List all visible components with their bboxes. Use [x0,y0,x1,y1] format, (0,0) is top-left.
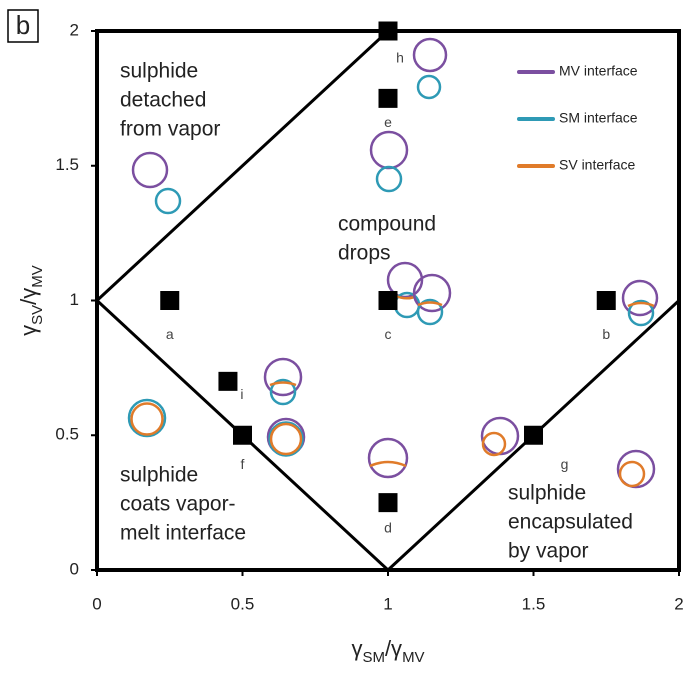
x-axis-label-part: MV [402,649,425,666]
x-tick-label: 2 [674,594,683,613]
y-axis-label-part: SV [29,305,46,325]
panel-box [7,9,39,43]
region-label: detached [120,89,206,112]
point [160,291,180,310]
point-label: b [602,326,610,342]
y-axis-label-part: γ [16,325,41,336]
point-label: f [241,456,245,472]
point-label: i [240,386,243,402]
region-label: melt interface [120,522,246,545]
x-axis-label-part: SM [362,649,385,666]
x-tick-label: 0.5 [231,594,255,613]
point [218,371,238,391]
region-label: encapsulated [508,511,633,534]
drop-icons [127,37,659,489]
region-label: from vapor [120,118,220,141]
legend-label: SV interface [559,157,635,173]
region-label: coats vapor- [120,493,236,516]
point [596,291,616,310]
point [524,425,543,445]
point-label: a [166,326,174,342]
y-tick-label: 0 [70,559,79,578]
panel-label: b [16,10,30,40]
point-label: c [385,326,392,342]
x-axis-label-part: γ [351,636,362,661]
y-tick-label: 1 [70,290,79,309]
point [378,291,398,310]
y-tick-label: 1.5 [55,155,79,174]
y-axis-label: γSV/γMV [16,265,47,336]
y-axis-label-part: MV [29,265,46,288]
region-label: sulphide [120,464,198,487]
region-label: sulphide [508,482,586,505]
point [378,88,398,108]
point-label: e [384,114,392,130]
region-label: drops [338,242,391,265]
x-tick-label: 1 [383,594,392,613]
legend-label: MV interface [559,63,638,79]
y-axis-label-part: /γ [16,288,41,305]
point [378,493,398,513]
point-label: d [384,519,392,535]
x-axis-label: γSM/γMV [351,636,424,667]
region-label: by vapor [508,540,589,563]
x-tick-label: 0 [92,594,101,613]
point-label: g [561,456,569,472]
point [378,21,398,41]
point-label: h [396,50,404,66]
y-tick-label: 0.5 [55,425,79,444]
region-label: compound [338,213,436,236]
point [233,425,252,445]
y-tick-label: 2 [70,20,79,39]
legend-label: SM interface [559,110,638,126]
x-tick-label: 1.5 [522,594,546,613]
x-axis-label-part: /γ [385,636,402,661]
region-label: sulphide [120,60,198,83]
boundary-line [95,29,390,302]
